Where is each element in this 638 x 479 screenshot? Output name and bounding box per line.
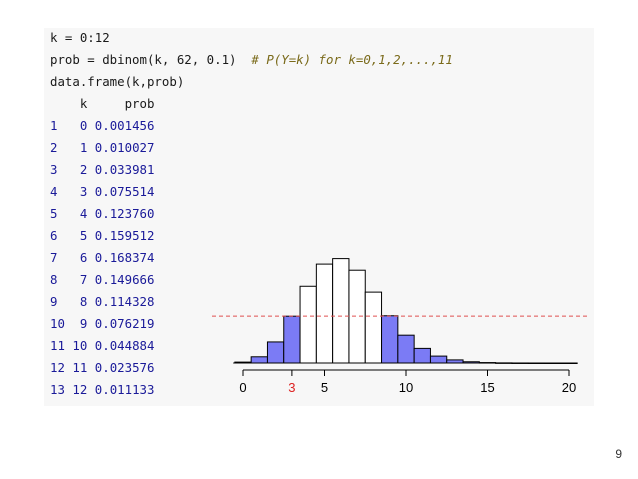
row-prob: 0.033981 xyxy=(87,162,155,177)
row-index: 12 xyxy=(50,360,73,375)
row-prob: 0.010027 xyxy=(87,140,155,155)
x-tick-label: 10 xyxy=(399,380,413,395)
row-prob: 0.114328 xyxy=(87,294,155,309)
row-k: 0 xyxy=(72,118,88,133)
row-k: 12 xyxy=(72,382,88,397)
x-tick-label: 15 xyxy=(480,380,494,395)
row-index: 13 xyxy=(50,382,73,397)
table-row: 3 2 0.033981 xyxy=(50,160,154,180)
row-k: 3 xyxy=(72,184,88,199)
row-index: 6 xyxy=(50,228,73,243)
row-prob: 0.076219 xyxy=(87,316,155,331)
table-row: 10 9 0.076219 xyxy=(50,314,154,334)
bar-k9 xyxy=(381,315,399,364)
code-line-prob: prob = dbinom(k, 62, 0.1) # P(Y=k) for k… xyxy=(50,52,453,67)
x-axis-ticks: 0 3 5 10 15 20 xyxy=(239,369,576,395)
row-index: 10 xyxy=(50,316,73,331)
row-prob: 0.159512 xyxy=(87,228,155,243)
bar-k5 xyxy=(315,263,334,364)
row-k: 11 xyxy=(72,360,88,375)
row-index: 8 xyxy=(50,272,73,287)
table-row: 13 12 0.011133 xyxy=(50,380,154,400)
row-k: 4 xyxy=(72,206,88,221)
table-row: 6 5 0.159512 xyxy=(50,226,154,246)
code-line-k: k = 0:12 xyxy=(50,30,110,45)
table-row: 4 3 0.075514 xyxy=(50,182,154,202)
row-index: 9 xyxy=(50,294,73,309)
row-k: 5 xyxy=(72,228,88,243)
row-prob: 0.168374 xyxy=(87,250,155,265)
row-index: 2 xyxy=(50,140,73,155)
bar-k1 xyxy=(250,356,268,364)
table-header: k prob xyxy=(50,96,155,111)
table-row: 12 11 0.023576 xyxy=(50,358,154,378)
bar-k8 xyxy=(364,291,383,364)
row-k: 9 xyxy=(72,316,88,331)
row-prob: 0.011133 xyxy=(87,382,155,397)
row-k: 6 xyxy=(72,250,88,265)
row-prob: 0.001456 xyxy=(87,118,155,133)
table-row: 9 8 0.114328 xyxy=(50,292,154,312)
row-index: 1 xyxy=(50,118,73,133)
row-k: 1 xyxy=(72,140,88,155)
row-prob: 0.023576 xyxy=(87,360,155,375)
bar-k6 xyxy=(332,258,350,364)
table-row: 11 10 0.044884 xyxy=(50,336,154,356)
x-tick-label: 20 xyxy=(562,380,576,395)
x-tick-label: 5 xyxy=(321,380,328,395)
table-row: 8 7 0.149666 xyxy=(50,270,154,290)
page-number: 9 xyxy=(615,447,622,461)
code-line-dataframe: data.frame(k,prob) xyxy=(50,74,185,89)
row-index: 7 xyxy=(50,250,73,265)
bar-k11 xyxy=(413,347,431,364)
bar-k2 xyxy=(266,341,285,364)
row-k: 8 xyxy=(72,294,88,309)
bar-k4 xyxy=(299,285,317,364)
chart-bars xyxy=(234,258,578,364)
row-prob: 0.149666 xyxy=(87,272,155,287)
table-row: 1 0 0.001456 xyxy=(50,116,154,136)
row-k: 7 xyxy=(72,272,88,287)
bar-k3 xyxy=(283,315,301,364)
row-prob: 0.123760 xyxy=(87,206,155,221)
row-prob: 0.075514 xyxy=(87,184,155,199)
table-row: 7 6 0.168374 xyxy=(50,248,154,268)
table-row: 5 4 0.123760 xyxy=(50,204,154,224)
x-tick-label: 3 xyxy=(288,380,295,395)
row-index: 3 xyxy=(50,162,73,177)
table-row: 2 1 0.010027 xyxy=(50,138,154,158)
row-prob: 0.044884 xyxy=(87,338,155,353)
bar-k12 xyxy=(429,355,448,364)
row-k: 10 xyxy=(72,338,88,353)
row-index: 4 xyxy=(50,184,73,199)
x-tick-label: 0 xyxy=(239,380,246,395)
row-index: 5 xyxy=(50,206,73,221)
row-index: 11 xyxy=(50,338,73,353)
bar-k10 xyxy=(397,334,415,364)
row-k: 2 xyxy=(72,162,88,177)
